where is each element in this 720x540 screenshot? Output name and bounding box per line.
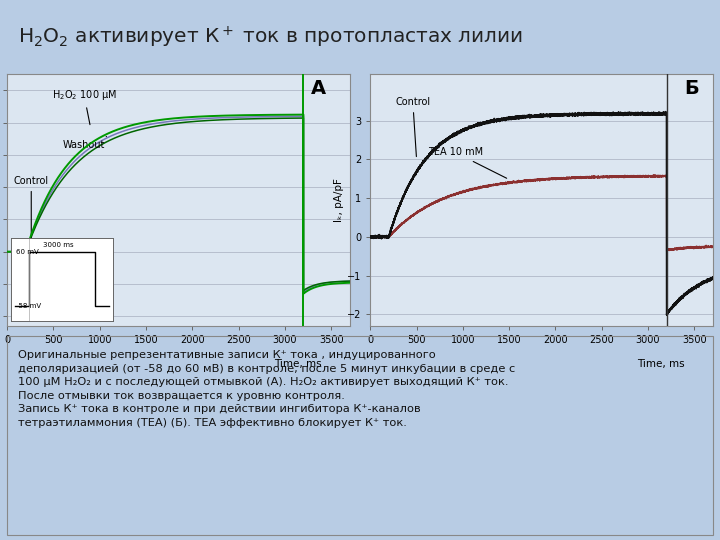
Text: Time, ms: Time, ms [637, 359, 685, 369]
Text: Control: Control [395, 97, 431, 157]
Text: TEA 10 mM: TEA 10 mM [428, 147, 507, 178]
Text: Оригинальные репрезентативные записи К⁺ тока , индуцированного
деполяризацией (о: Оригинальные репрезентативные записи К⁺ … [18, 350, 515, 428]
Text: H$_2$O$_2$ активирует К$^+$ ток в протопластах лилии: H$_2$O$_2$ активирует К$^+$ ток в протоп… [18, 25, 523, 50]
Text: H$_2$O$_2$ 100 μM: H$_2$O$_2$ 100 μM [52, 89, 117, 125]
Text: Washout: Washout [63, 137, 107, 150]
Text: Б: Б [684, 79, 699, 98]
Y-axis label: Iₖ, pA/pF: Iₖ, pA/pF [334, 178, 344, 222]
Text: Control: Control [14, 176, 49, 241]
Text: А: А [310, 79, 325, 98]
Text: Time, ms: Time, ms [274, 359, 322, 369]
